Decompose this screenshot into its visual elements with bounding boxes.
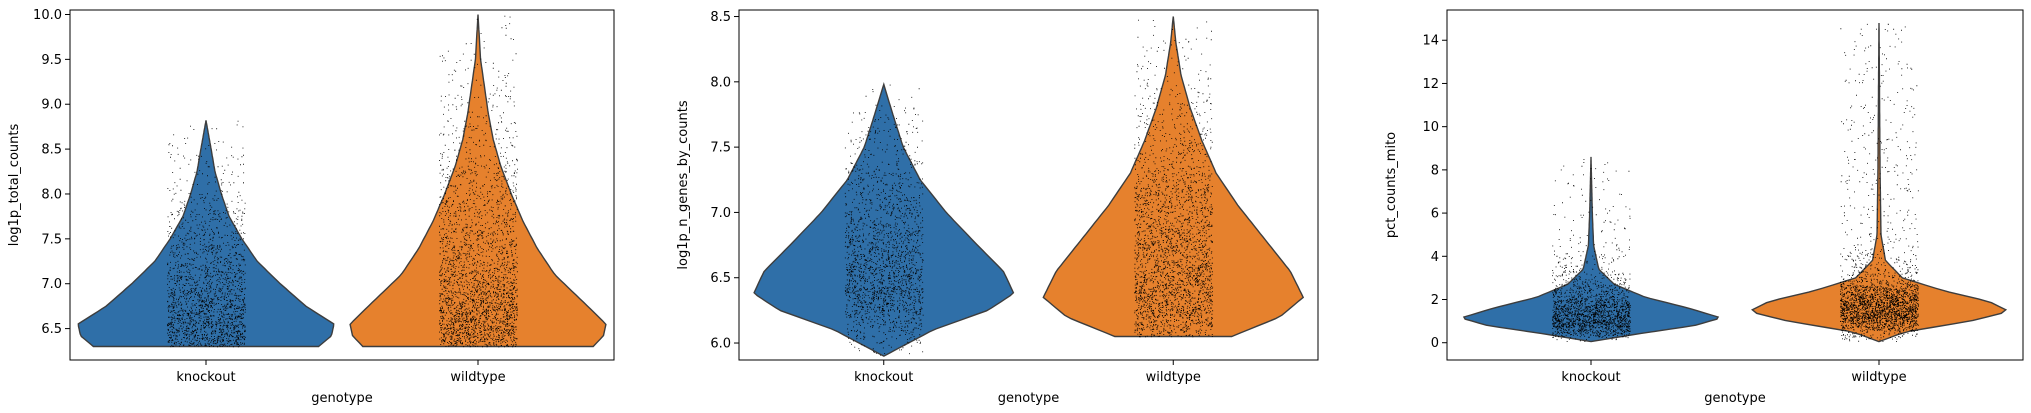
points-knockout — [844, 84, 924, 356]
scatter-points — [1552, 159, 1631, 342]
y-tick-label: 7.5 — [41, 232, 62, 247]
y-axis-label: log1p_total_counts — [7, 124, 22, 247]
points-wildtype — [439, 15, 518, 348]
x-axis-label: genotype — [311, 391, 372, 406]
y-tick-label: 8.0 — [710, 75, 731, 90]
x-tick-label-wildtype: wildtype — [450, 370, 505, 385]
y-tick-label: 4 — [1431, 250, 1439, 265]
axes-frame — [738, 9, 1319, 361]
y-tick-label: 7.0 — [710, 206, 731, 221]
violin-wildtype — [349, 14, 607, 348]
y-axis-label: pct_counts_mito — [1384, 132, 1399, 238]
x-tick-label-wildtype: wildtype — [1146, 370, 1201, 385]
y-axis-label: log1p_n_genes_by_counts — [676, 100, 691, 269]
y-tick-label: 14 — [1422, 34, 1439, 49]
scatter-points — [439, 15, 518, 348]
axes-frame — [1446, 9, 2024, 361]
y-tick-label: 7.5 — [710, 141, 731, 156]
y-tick-label: 2 — [1431, 293, 1439, 308]
y-tick-label: 12 — [1422, 77, 1439, 92]
y-tick-label: 8.5 — [41, 143, 62, 158]
y-tick-label: 0 — [1431, 336, 1439, 351]
x-tick-label-knockout: knockout — [176, 370, 235, 385]
x-tick-label-wildtype: wildtype — [1851, 370, 1906, 385]
axes-frame — [69, 9, 615, 361]
x-axis-label: genotype — [1704, 391, 1765, 406]
y-tick-label: 8 — [1431, 163, 1439, 178]
y-tick-label: 7.0 — [41, 277, 62, 292]
points-wildtype — [1840, 23, 1919, 342]
violin-panel-3: 0 2 4 6 8 10 12 14 knockout wildtype genotype pct_c… — [1384, 9, 2024, 406]
violin-knockout — [753, 82, 1015, 357]
scatter-points — [844, 84, 924, 356]
scatter-points — [1840, 23, 1919, 342]
y-tick-label: 9.0 — [41, 98, 62, 113]
y-tick-label: 8.0 — [41, 187, 62, 202]
y-tick-label: 10.0 — [33, 8, 62, 23]
violin-panel-2: 6.0 6.5 7.0 7.5 8.0 8.5 knockout wildtype genoty… — [676, 9, 1319, 406]
y-tick-label: 6.5 — [710, 271, 731, 286]
violin-knockout — [1462, 156, 1720, 343]
x-axis-label: genotype — [998, 391, 1059, 406]
x-tick-label-knockout: knockout — [854, 370, 913, 385]
violin-knockout — [77, 120, 335, 348]
y-tick-label: 8.5 — [710, 10, 731, 25]
y-tick-label: 6.0 — [710, 337, 731, 352]
y-tick-label: 10 — [1422, 120, 1439, 135]
y-tick-label: 6 — [1431, 207, 1439, 222]
y-tick-label: 9.5 — [41, 53, 62, 68]
violin-panel-1: 6.5 7.0 7.5 8.0 8.5 9.0 9.5 10.0 knockout wildtyp… — [7, 8, 615, 406]
x-tick-label-knockout: knockout — [1561, 370, 1620, 385]
y-tick-label: 6.5 — [41, 322, 62, 337]
points-knockout — [1552, 159, 1631, 342]
violin-wildtype — [1751, 23, 2008, 343]
